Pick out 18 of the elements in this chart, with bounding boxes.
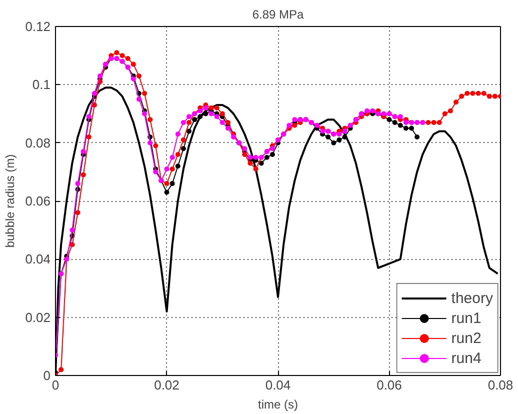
y-tick-label: 0: [43, 368, 51, 383]
y-tick-label: 0.04: [25, 252, 51, 267]
x-tick-label: 0.06: [376, 378, 402, 392]
chart-title: 6.89 MPa: [252, 8, 304, 22]
x-tick-label: 0.04: [265, 378, 291, 392]
legend-label: run4: [451, 350, 482, 366]
legend-label: run1: [451, 310, 482, 326]
y-tick-label: 0.08: [25, 135, 51, 150]
y-axis-title: bubble radius (m): [3, 154, 18, 248]
x-tick-label: 0.08: [488, 378, 514, 392]
x-tick-label: 0.02: [154, 378, 180, 392]
legend-label: theory: [451, 290, 493, 306]
y-tick-label: 0.12: [25, 19, 51, 34]
y-tick-label: 0.06: [25, 194, 51, 208]
y-tick-label: 0.1: [32, 77, 51, 92]
x-axis-title: time (s): [258, 398, 298, 412]
legend-label: run2: [451, 330, 482, 346]
y-tick-label: 0.02: [25, 310, 51, 325]
